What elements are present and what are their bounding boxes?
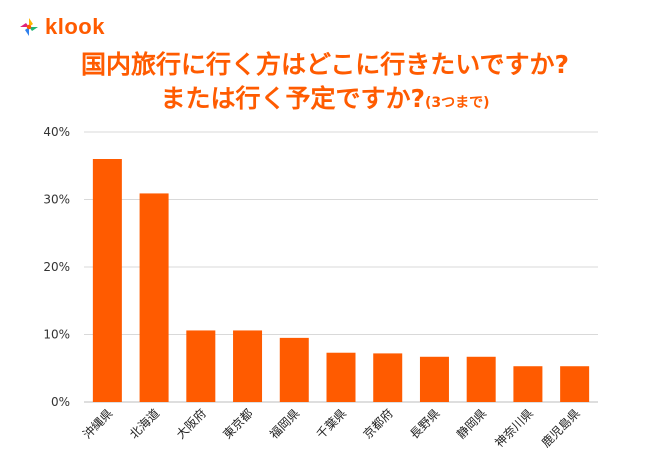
- y-tick-label: 20%: [43, 260, 70, 274]
- logo-wordmark: klook: [45, 14, 105, 39]
- x-tick-label: 福岡県: [266, 406, 302, 442]
- bar: [419, 356, 449, 402]
- x-tick-label: 京都府: [360, 406, 396, 442]
- x-tick-label: 長野県: [407, 406, 442, 441]
- bar: [139, 193, 169, 402]
- x-tick-label: 静岡県: [454, 406, 489, 441]
- bar: [186, 330, 216, 402]
- chart-title-line2-text: または行く予定ですか?: [160, 84, 425, 113]
- x-tick-label: 神奈川県: [492, 406, 536, 450]
- bar: [513, 366, 543, 402]
- y-tick-label: 40%: [43, 125, 70, 139]
- bar: [92, 159, 122, 402]
- bar: [326, 352, 356, 402]
- bar: [233, 330, 263, 402]
- x-tick-label: 鹿児島県: [538, 406, 583, 451]
- chart-title-line1: 国内旅行に行く方はどこに行きたいですか?: [80, 50, 569, 79]
- x-tick-label: 千葉県: [314, 406, 349, 441]
- y-tick-label: 0%: [51, 395, 70, 409]
- klook-logo-icon: [20, 18, 38, 36]
- chart-title-note: (3つまで): [424, 95, 490, 111]
- bar: [466, 356, 496, 402]
- bar: [373, 353, 403, 402]
- bar: [560, 366, 590, 402]
- y-tick-label: 10%: [43, 328, 70, 342]
- x-tick-label: 沖縄県: [79, 406, 115, 442]
- klook-logo: klook: [18, 14, 105, 40]
- bar: [279, 337, 309, 402]
- x-tick-label: 大阪府: [173, 406, 209, 442]
- chart-title-line2: または行く予定ですか?(3つまで): [0, 84, 650, 118]
- y-tick-label: 30%: [43, 193, 70, 207]
- x-tick-label: 北海道: [126, 406, 162, 442]
- x-tick-label: 東京都: [220, 406, 255, 441]
